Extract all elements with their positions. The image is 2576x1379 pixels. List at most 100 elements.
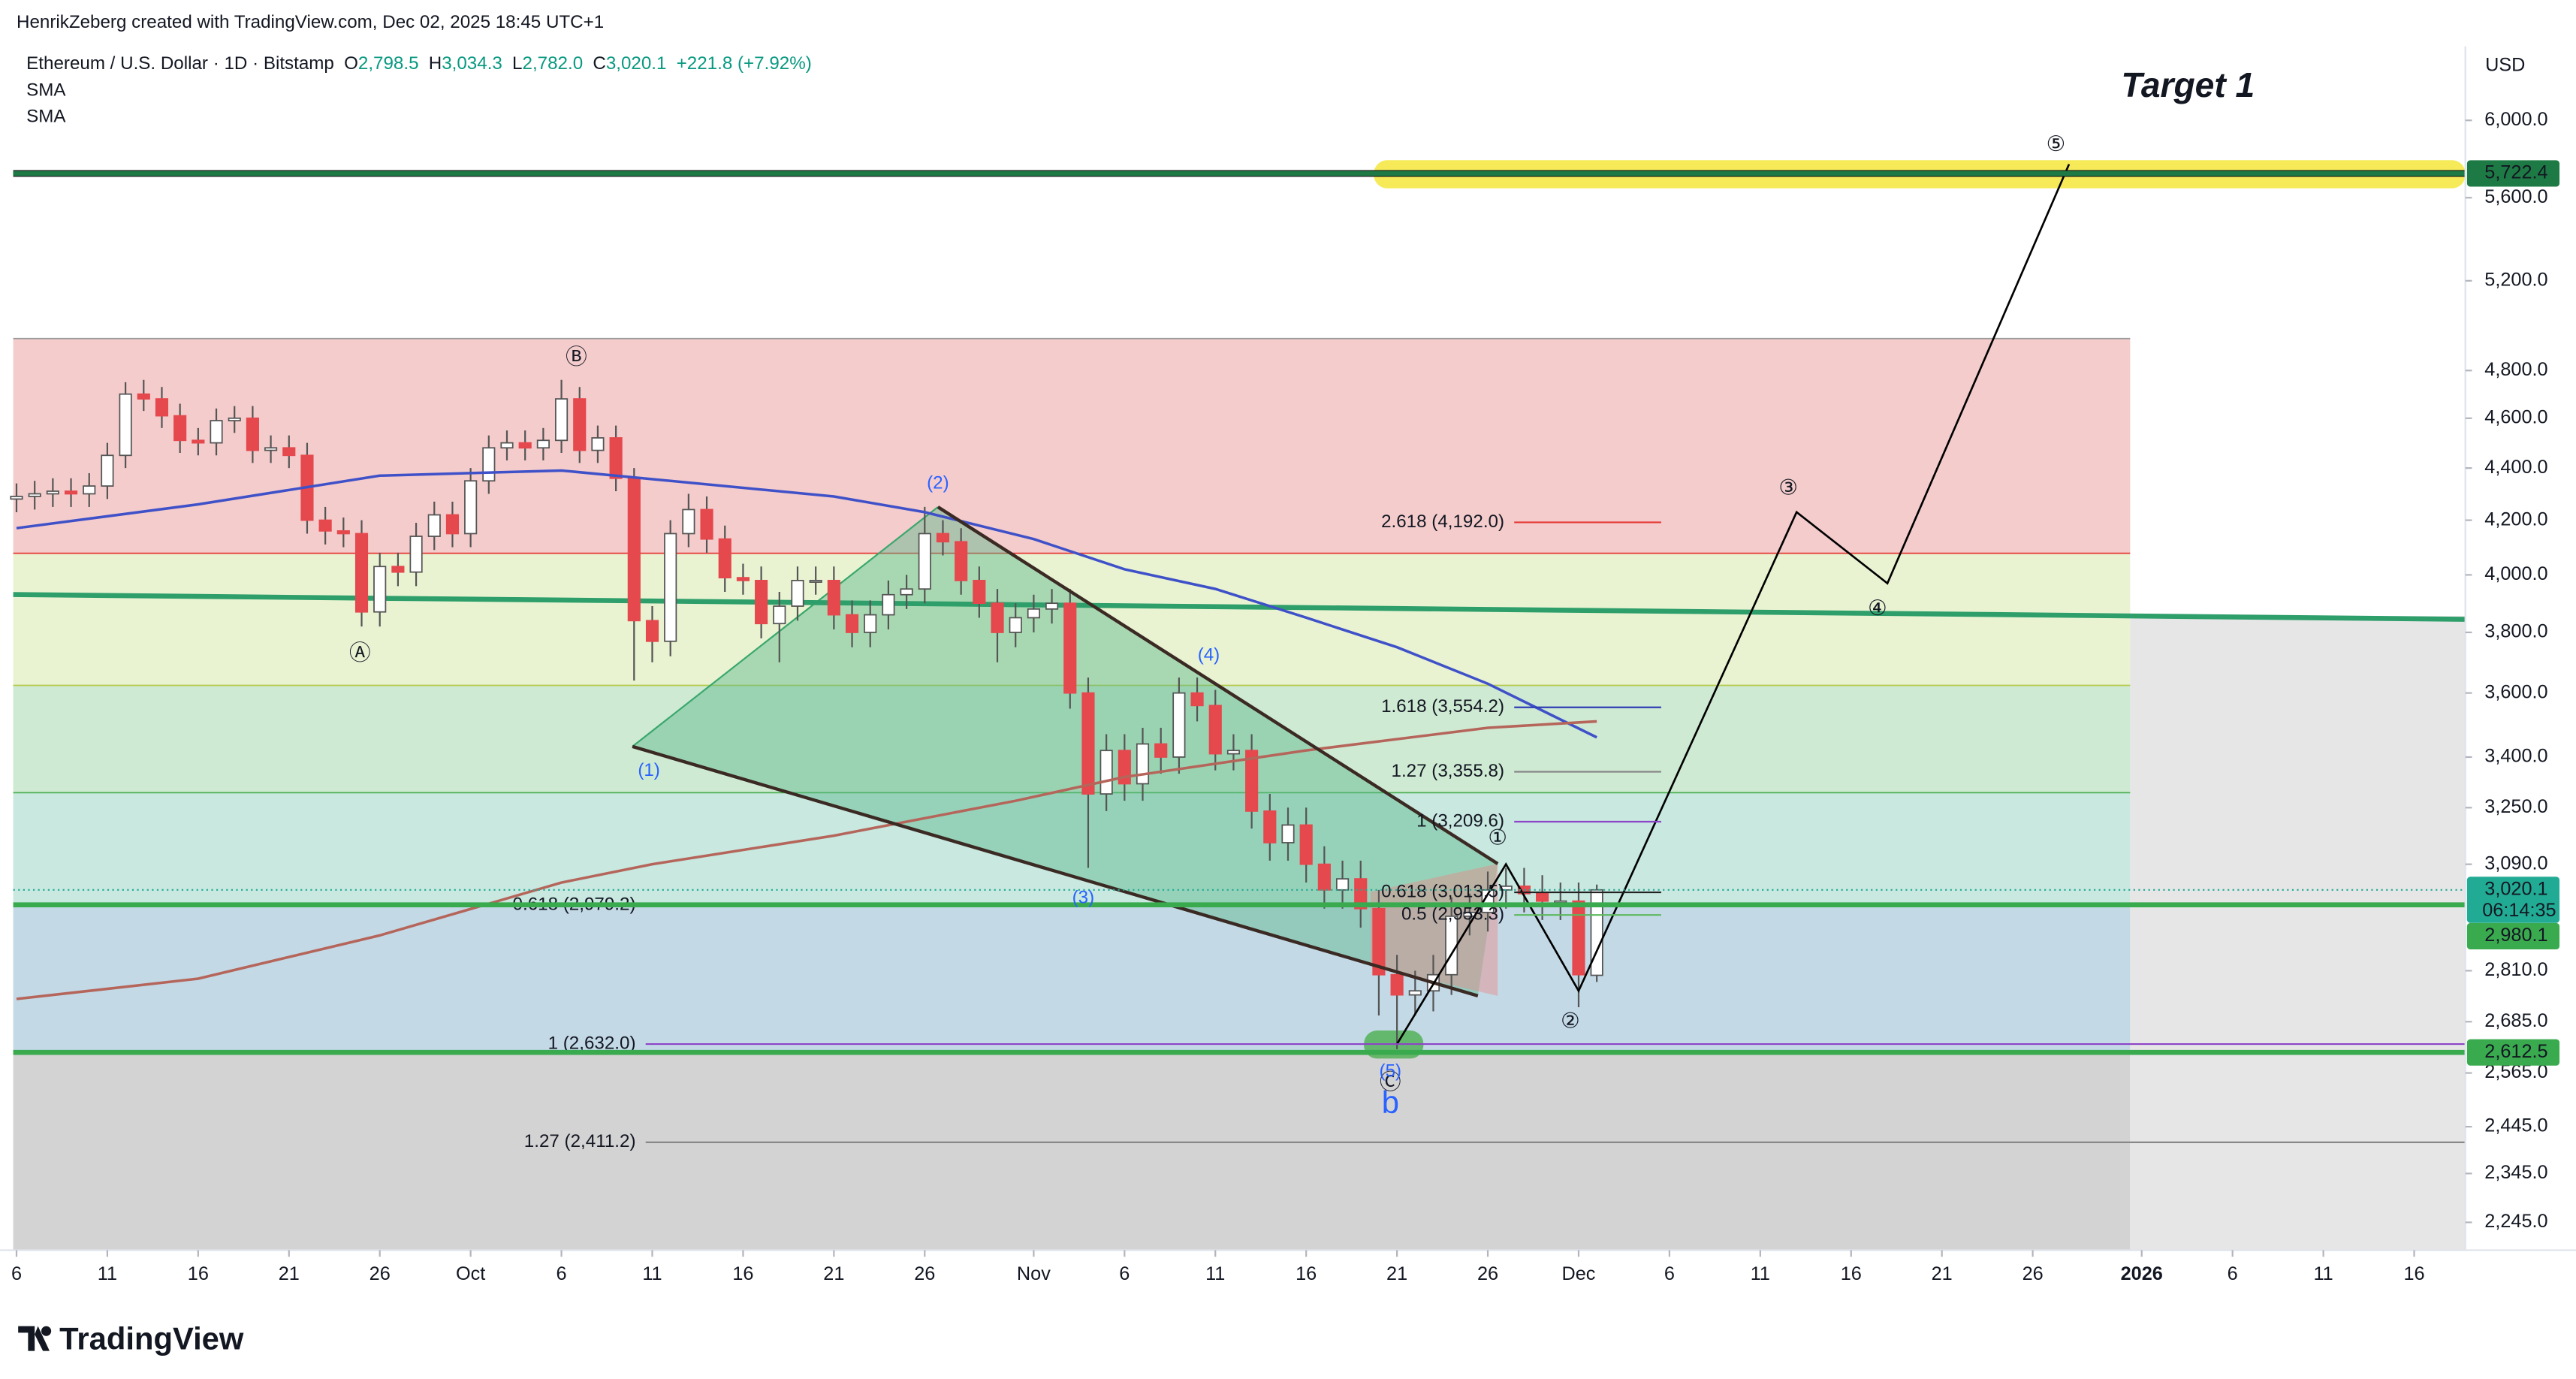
candle-body [1208,705,1222,755]
x-tick-label: 6 [1664,1263,1675,1284]
price-badge [2466,922,2560,950]
x-tick-label: 6 [1119,1263,1130,1284]
candle-body [518,442,532,449]
candle-body [1027,608,1040,619]
candle-body [1136,743,1150,785]
candle-body [536,439,550,449]
zone [13,338,2131,554]
x-tick-label: 11 [642,1263,662,1284]
fib-label: 2.618 (4,192.0) [1381,511,1504,532]
fib-label: 1.27 (3,355.8) [1392,761,1505,781]
candle-body [264,447,278,451]
logo-mark [18,1326,52,1351]
candle-body [101,454,114,487]
wave-label: ③ [1778,475,1798,499]
wave-labels: Ⓐ Ⓑ Ⓒ (1) (2) (3) (4) (5) ① ② ③ ④ ⑤ b [349,132,2065,1120]
wave-label: Ⓐ [349,641,371,665]
candle-body [1335,878,1350,891]
candle-body [773,605,786,625]
wave-label: (1) [638,760,660,780]
value: 2,798.5 [358,53,419,74]
wedge-edge [632,506,939,747]
candle-body [28,493,41,497]
wedge-line [937,505,1499,865]
wave-label: (3) [1072,888,1095,908]
candle-body [1299,824,1313,865]
y-tick-label: 3,600.0 [2484,681,2547,702]
x-tick-label: 16 [732,1263,753,1284]
candle-body [755,580,768,625]
candle-body [664,533,677,642]
y-tick-label: 3,250.0 [2484,796,2547,817]
candle-body [1499,886,1513,891]
y-tick-label: 5,200.0 [2484,270,2547,291]
x-tick-label: 26 [2022,1263,2044,1284]
x-tick-label: 11 [1751,1263,1770,1284]
wave-label: (5) [1380,1061,1402,1081]
candle-body [10,496,23,500]
candle-body [373,566,387,613]
x-tick-label: Dec [1562,1263,1596,1284]
value: 3,034.3 [442,53,502,74]
price-badge-label: 3,020.1 [2484,878,2547,899]
zone [13,792,2131,905]
indicator: SMA [26,107,66,127]
candle-body [1063,602,1077,694]
x-tick-label: Oct [456,1263,485,1284]
plot [10,379,1603,1049]
x-tick-label: 16 [2403,1263,2424,1284]
candle-body [354,533,369,613]
label: H [429,53,442,74]
price-badge-label: 5,722.4 [2484,162,2547,183]
y-tick-label: 2,810.0 [2484,959,2547,980]
price-axis [2465,0,2576,1379]
candle-body [1099,750,1113,795]
value: 3,020.1 [606,53,667,74]
x-tick-label: 21 [1386,1263,1407,1284]
candle-body [645,620,659,642]
x-tick-label: 16 [1296,1263,1317,1284]
candle-body [882,593,895,616]
candle-body [991,602,1004,633]
candle-body [845,614,859,633]
wedge-line [632,744,1479,997]
wave-label: Ⓑ [566,346,587,370]
y-tick-label: 2,445.0 [2484,1115,2547,1136]
candle-body [1226,750,1241,755]
candle-body [900,588,913,596]
wave-label: (2) [927,473,949,493]
wave-label: b [1382,1085,1399,1120]
y-tick-label: 4,800.0 [2484,359,2547,380]
price-badge [2466,1039,2560,1066]
candle-body [682,508,695,535]
projection-line [1395,164,2071,1045]
watermark: HenrikZeberg created with TradingView.co… [17,12,604,32]
x-tick-label: 11 [1205,1263,1225,1284]
candle-body [936,533,950,543]
x-tick-label: 21 [279,1263,300,1284]
symbol: Ethereum / U.S. Dollar · 1D · Bitstamp [26,53,334,74]
zone [13,1052,2131,1251]
candle-body [1390,973,1404,996]
candle-body [1354,878,1368,910]
candle-body [1372,907,1386,976]
price-badge-label: 2,980.1 [2484,925,2547,946]
wave-label: (4) [1198,644,1220,665]
candle-body [827,580,840,616]
target-label: Target 1 [2121,65,2255,104]
x-tick-label: 16 [1841,1263,1862,1284]
wave-label: ② [1561,1009,1580,1033]
price-badge [2466,877,2560,923]
x-tick-label: 2026 [2121,1263,2163,1284]
candle-body [409,536,423,573]
candle-body [1445,915,1458,976]
candle-body [918,533,931,590]
candle-body [210,420,223,444]
zone [13,685,2131,793]
fib-label: 0.618 (3,013.5) [1381,881,1504,901]
candle-body [464,480,478,535]
change: +221.8 (+7.92%) [677,53,812,74]
label: C [593,53,605,74]
